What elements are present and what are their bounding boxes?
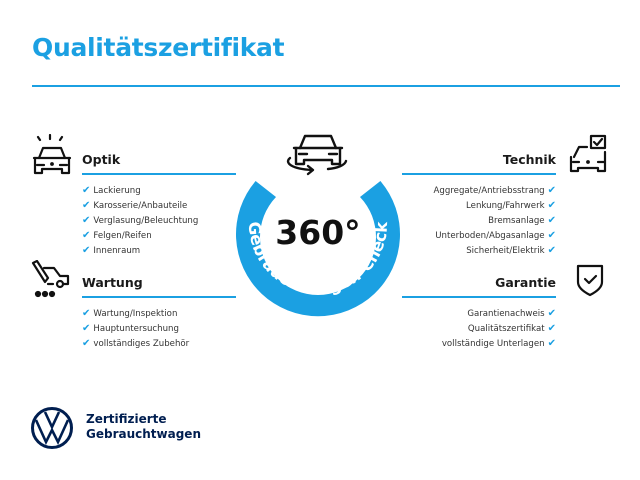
check-icon: ✔ [82, 185, 91, 196]
section-divider [82, 173, 236, 175]
blue-ring [235, 181, 400, 317]
check-icon: ✔ [82, 323, 91, 334]
section-title: Wartung [82, 275, 143, 290]
section-title: Optik [82, 152, 121, 167]
big-360: 360° [275, 213, 360, 252]
check-icon: ✔ [82, 215, 91, 226]
check-icon: ✔ [547, 338, 556, 349]
check-icon: ✔ [82, 308, 91, 319]
check-icon: ✔ [547, 323, 556, 334]
check-icon: ✔ [547, 215, 556, 226]
list-item: ✔ Verglasung/Beleuchtung [82, 215, 199, 226]
check-icon: ✔ [547, 230, 556, 241]
list-item: ✔ Hauptuntersuchung [82, 323, 179, 334]
section-divider [402, 296, 556, 298]
title-divider [32, 85, 620, 87]
list-item: Aggregate/Antriebsstrang ✔ [433, 185, 556, 196]
section-garantie: Garantie Garantienachweis ✔ Qualitätszert… [402, 273, 556, 351]
check-icon: ✔ [82, 338, 91, 349]
check-icon: ✔ [547, 200, 556, 211]
check-icon: ✔ [547, 308, 556, 319]
service-tools-car-icon [31, 260, 70, 298]
list-item: ✔ Karosserie/Anbauteile [82, 200, 188, 211]
page-title: Qualitätszertifikat [32, 33, 285, 62]
section-divider [82, 296, 236, 298]
list-item: Qualitätszertifikat ✔ [467, 323, 556, 334]
section-optik: Optik ✔ Lackierung ✔ Karosserie/Anbauteile… [82, 150, 236, 258]
list-item: Unterboden/Abgasanlage ✔ [435, 230, 556, 241]
list-item: ✔ vollständiges Zubehör [82, 338, 190, 349]
list-item: ✔ Innenraum [82, 245, 141, 256]
section-title: Technik [502, 152, 556, 167]
list-item: Garantienachweis ✔ [467, 308, 556, 319]
section-divider [402, 173, 556, 175]
shield-check-icon [576, 264, 604, 297]
car-rotate-icon [286, 134, 348, 176]
vw-logo [31, 407, 73, 449]
list-item: Sicherheit/Elektrik ✔ [466, 245, 556, 256]
check-icon: ✔ [547, 245, 556, 256]
check-icon: ✔ [82, 200, 91, 211]
list-item: ✔ Lackierung [82, 185, 141, 196]
list-item: ✔ Wartung/Inspektion [82, 308, 178, 319]
brand-name: Zertifizierte Gebrauchtwagen [86, 412, 201, 441]
section-title: Garantie [495, 275, 556, 290]
check-icon: ✔ [82, 230, 91, 241]
list-item: ✔ Felgen/Reifen [82, 230, 152, 241]
section-technik: Technik Aggregate/Antriebsstrang ✔ Lenkun… [402, 150, 556, 258]
check-icon: ✔ [547, 185, 556, 196]
list-item: Lenkung/Fahrwerk ✔ [466, 200, 556, 211]
list-item: vollständige Unterlagen ✔ [441, 338, 556, 349]
section-wartung: Wartung ✔ Wartung/Inspektion ✔ Hauptunters… [82, 273, 236, 351]
car-lights-icon [32, 134, 72, 175]
car-checkbox-icon [569, 134, 607, 173]
check-icon: ✔ [82, 245, 91, 256]
ring-360-graphic: Gebrauchtwagen-Check 360° [235, 134, 400, 317]
list-item: Bremsanlage ✔ [488, 215, 556, 226]
